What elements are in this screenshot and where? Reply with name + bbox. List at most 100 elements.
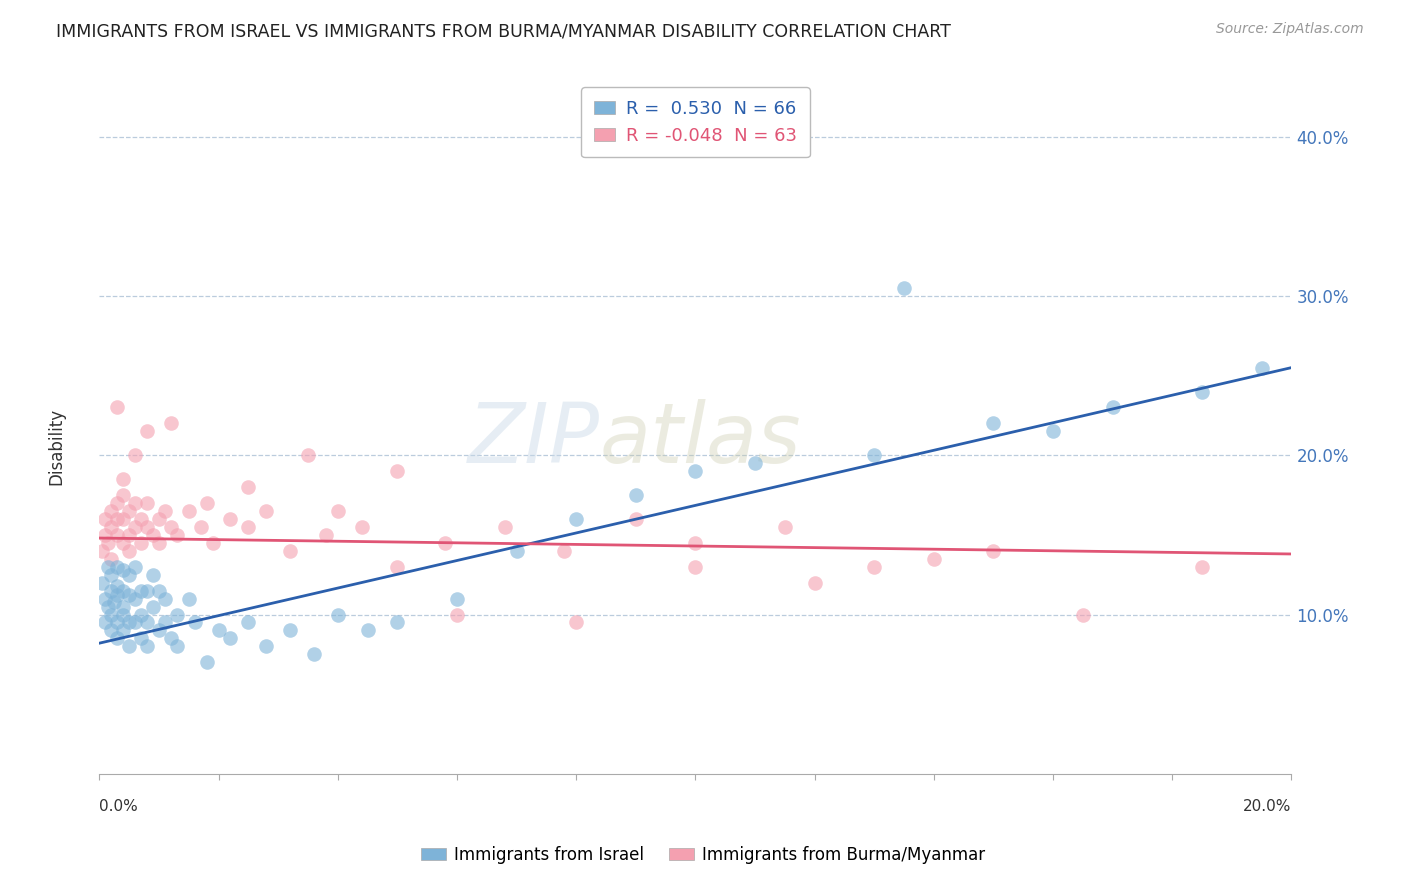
Point xyxy=(112,512,135,526)
Point xyxy=(100,551,122,566)
Point xyxy=(1191,559,1213,574)
Point xyxy=(254,504,277,518)
Point xyxy=(148,512,170,526)
Legend: Immigrants from Israel, Immigrants from Burma/Myanmar: Immigrants from Israel, Immigrants from … xyxy=(413,839,993,871)
Point xyxy=(105,528,128,542)
Point xyxy=(153,615,176,630)
Point xyxy=(118,615,141,630)
Point xyxy=(118,640,141,654)
Point xyxy=(91,575,114,590)
Point xyxy=(278,624,301,638)
Point xyxy=(94,615,117,630)
Text: 20.0%: 20.0% xyxy=(1243,798,1292,814)
Point xyxy=(129,607,152,622)
Point xyxy=(148,624,170,638)
Point xyxy=(129,632,152,646)
Point xyxy=(624,488,647,502)
Point xyxy=(297,448,319,462)
Point xyxy=(124,496,146,510)
Point xyxy=(148,536,170,550)
Point xyxy=(129,512,152,526)
Point xyxy=(105,559,128,574)
Point xyxy=(1250,360,1272,375)
Point xyxy=(112,472,135,486)
Point xyxy=(744,456,766,470)
Point xyxy=(238,520,260,534)
Point xyxy=(565,615,588,630)
Point xyxy=(97,536,120,550)
Point xyxy=(326,607,349,622)
Point xyxy=(105,512,128,526)
Point xyxy=(124,591,146,606)
Point xyxy=(983,417,1005,431)
Point xyxy=(160,520,183,534)
Point xyxy=(166,528,188,542)
Point xyxy=(136,640,159,654)
Point xyxy=(302,648,325,662)
Point xyxy=(112,563,135,577)
Point xyxy=(124,559,146,574)
Point xyxy=(387,464,409,478)
Point xyxy=(177,591,200,606)
Point xyxy=(207,624,229,638)
Point xyxy=(565,512,588,526)
Point xyxy=(278,543,301,558)
Point xyxy=(983,543,1005,558)
Text: Disability: Disability xyxy=(48,408,65,484)
Point xyxy=(112,536,135,550)
Point xyxy=(136,615,159,630)
Point xyxy=(124,520,146,534)
Point xyxy=(434,536,457,550)
Point xyxy=(100,607,122,622)
Point xyxy=(136,496,159,510)
Point xyxy=(129,536,152,550)
Point xyxy=(893,281,915,295)
Point xyxy=(387,615,409,630)
Point xyxy=(112,583,135,598)
Text: atlas: atlas xyxy=(600,399,801,480)
Point xyxy=(100,567,122,582)
Point xyxy=(100,504,122,518)
Point xyxy=(112,607,135,622)
Point xyxy=(112,624,135,638)
Point xyxy=(190,520,212,534)
Text: Source: ZipAtlas.com: Source: ZipAtlas.com xyxy=(1216,22,1364,37)
Point xyxy=(118,504,141,518)
Point xyxy=(195,496,218,510)
Point xyxy=(773,520,796,534)
Point xyxy=(238,615,260,630)
Point xyxy=(105,579,128,593)
Point xyxy=(112,599,135,614)
Point xyxy=(142,567,165,582)
Point xyxy=(136,583,159,598)
Point xyxy=(112,488,135,502)
Point xyxy=(1042,425,1064,439)
Point xyxy=(94,591,117,606)
Point xyxy=(100,624,122,638)
Point xyxy=(105,496,128,510)
Point xyxy=(1101,401,1123,415)
Point xyxy=(153,591,176,606)
Point xyxy=(160,632,183,646)
Point xyxy=(105,401,128,415)
Point xyxy=(183,615,205,630)
Point xyxy=(97,559,120,574)
Point xyxy=(685,536,707,550)
Point xyxy=(136,520,159,534)
Point xyxy=(100,583,122,598)
Legend: R =  0.530  N = 66, R = -0.048  N = 63: R = 0.530 N = 66, R = -0.048 N = 63 xyxy=(581,87,810,157)
Point xyxy=(148,583,170,598)
Point xyxy=(685,559,707,574)
Point xyxy=(142,528,165,542)
Point xyxy=(201,536,224,550)
Point xyxy=(118,528,141,542)
Point xyxy=(356,624,378,638)
Point xyxy=(142,599,165,614)
Point xyxy=(177,504,200,518)
Point xyxy=(494,520,516,534)
Point xyxy=(160,417,183,431)
Point xyxy=(553,543,575,558)
Point xyxy=(387,559,409,574)
Point xyxy=(118,588,141,602)
Point xyxy=(254,640,277,654)
